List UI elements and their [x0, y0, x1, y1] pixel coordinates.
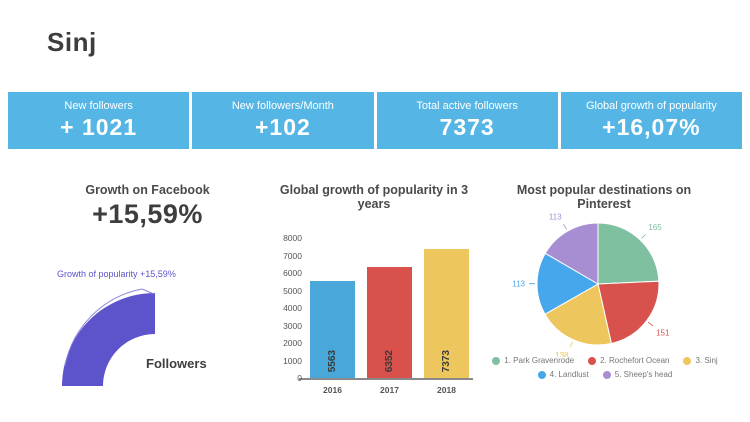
stat-card-total-active-followers: Total active followers 7373 [376, 92, 558, 149]
pie-label-tick [563, 223, 567, 230]
legend-color-dot [602, 370, 611, 379]
legend-color-dot [683, 356, 692, 365]
stat-label: Total active followers [416, 100, 518, 112]
stat-value: + 1021 [60, 114, 138, 140]
y-tick-label: 1000 [283, 355, 302, 366]
bar-value-label: 6352 [383, 349, 395, 372]
legend-label: 1. Park Gravenrode [504, 356, 575, 365]
pie-slice-5 [544, 222, 599, 285]
legend-item: 4. Landlust [537, 370, 589, 379]
gauge-arc [62, 293, 155, 386]
y-tick-label: 4000 [283, 303, 302, 313]
stat-card-global-growth: Global growth of popularity +16,07% [560, 92, 742, 149]
x-axis-label: 2018 [437, 385, 456, 395]
gauge-axis-label: Followers [146, 356, 207, 371]
x-axis-label: 2017 [380, 385, 399, 395]
y-tick-label: 3000 [283, 320, 302, 331]
bar-value-label: 5563 [326, 349, 338, 372]
stat-label: New followers/Month [231, 100, 334, 112]
legend-color-dot [492, 356, 501, 365]
stat-value: +16,07% [602, 114, 701, 140]
pie-label-tick [647, 321, 654, 327]
legend-row: 4. Landlust 5. Sheep's head [490, 370, 720, 379]
pie-label-tick [569, 341, 573, 348]
legend-label: 2. Rochefort Ocean [600, 356, 670, 365]
legend-row: 1. Park Gravenrode 2. Rochefort Ocean 3. S… [490, 356, 720, 365]
gauge-annotation: Growth of popularity +15,59% [57, 269, 176, 279]
stat-label: Global growth of popularity [585, 100, 717, 112]
legend-color-dot [537, 370, 546, 379]
legend-item: 3. Sinj [683, 356, 718, 365]
pie-value-label: 165 [648, 223, 662, 232]
stat-label: New followers [64, 100, 133, 112]
y-tick-label: 5000 [283, 285, 302, 296]
pie-value-label: 151 [656, 328, 670, 337]
stat-card-new-followers-month: New followers/Month +102 [192, 92, 374, 149]
bar-2017 [367, 266, 412, 378]
facebook-gauge-chart: Growth of popularity +15,59% Followers [57, 269, 207, 386]
y-tick-label: 2000 [283, 338, 302, 348]
legend-item: 1. Park Gravenrode [492, 356, 574, 365]
facebook-section-title: Growth on Facebook [85, 183, 210, 197]
y-tick-label: 8000 [283, 233, 302, 243]
bar-chart: 0 1000 2000 3000 4000 5000 6000 7000 8000 5563 201… [278, 228, 478, 396]
legend-label: 3. Sinj [695, 356, 718, 365]
pie-slice-4 [536, 252, 600, 315]
x-axis-line [299, 378, 473, 380]
pie-slice-1 [597, 222, 660, 285]
facebook-growth-value: +15,59% [92, 199, 203, 229]
pie-chart-svg: 165 151 138 113 113 [512, 213, 670, 357]
pie-legend: 1. Park Gravenrode 2. Rochefort Ocean 3. S… [490, 356, 720, 379]
legend-item: 5. Sheep's head [602, 370, 673, 379]
pie-label-tick [641, 233, 646, 239]
gauge-outline-arc [64, 288, 155, 367]
stat-card-new-followers: New followers + 1021 [8, 92, 190, 149]
bar-value-label: 7373 [440, 349, 452, 372]
y-tick-label: 7000 [283, 250, 302, 261]
y-tick-label: 6000 [283, 268, 302, 278]
pie-slice-3 [544, 283, 612, 346]
stats-band: New followers + 1021 New followers/Month… [8, 92, 742, 149]
pie-value-label: 113 [512, 280, 525, 289]
legend-color-dot [588, 356, 597, 365]
bar-chart-title: Global growth of popularity in 3 years [279, 183, 469, 211]
pie-value-label: 113 [549, 213, 562, 222]
legend-label: 4. Landlust [549, 370, 589, 379]
stat-value: 7373 [439, 114, 495, 140]
stat-value: +102 [254, 114, 311, 140]
page-title: Sinj [47, 27, 97, 57]
pie-slice-2 [597, 280, 660, 345]
pie-value-label: 138 [555, 351, 569, 357]
x-axis-label: 2016 [323, 385, 342, 395]
y-tick-label: 0 [297, 373, 302, 383]
bar-2018 [424, 248, 469, 378]
legend-item: 2. Rochefort Ocean [588, 356, 669, 365]
bar-2016 [310, 280, 355, 378]
pie-chart-title: Most popular destinations on Pinterest [516, 183, 692, 211]
legend-label: 5. Sheep's head [614, 370, 673, 379]
